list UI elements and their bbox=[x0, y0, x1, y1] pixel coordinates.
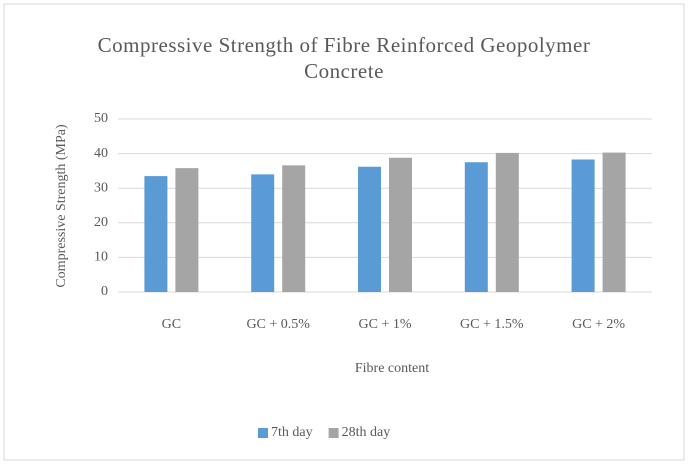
y-tick-label: 20 bbox=[94, 215, 108, 230]
y-tick-label: 50 bbox=[94, 111, 108, 126]
bar bbox=[571, 159, 595, 292]
legend-swatch bbox=[328, 428, 339, 438]
bar bbox=[602, 152, 626, 292]
bar bbox=[251, 174, 275, 292]
bar bbox=[358, 166, 381, 292]
bar bbox=[144, 176, 168, 292]
bar bbox=[495, 152, 519, 292]
x-tick-label: GC + 1.5% bbox=[460, 317, 524, 332]
chart-border bbox=[3, 3, 685, 461]
legend-label: 28th day bbox=[342, 425, 391, 440]
legend-swatch bbox=[258, 428, 268, 438]
y-tick-label: 40 bbox=[94, 146, 108, 161]
bar bbox=[175, 168, 199, 292]
y-tick-label: 10 bbox=[94, 250, 108, 265]
y-tick-label: 0 bbox=[101, 284, 108, 299]
bar bbox=[464, 162, 488, 292]
legend-label: 7th day bbox=[271, 425, 313, 440]
x-tick-label: GC + 1% bbox=[358, 317, 411, 332]
chart-title: Compressive Strength of Fibre Reinforced… bbox=[97, 33, 591, 83]
y-axis-title: Compressive Strength (MPa) bbox=[54, 124, 69, 288]
x-axis-title: Fibre content bbox=[355, 361, 429, 376]
y-tick-label: 30 bbox=[94, 180, 108, 195]
x-tick-label: GC + 2% bbox=[572, 317, 625, 332]
x-tick-label: GC bbox=[162, 317, 181, 332]
x-tick-label: GC + 0.5% bbox=[246, 317, 310, 332]
bar bbox=[282, 165, 306, 292]
bar bbox=[389, 157, 412, 292]
